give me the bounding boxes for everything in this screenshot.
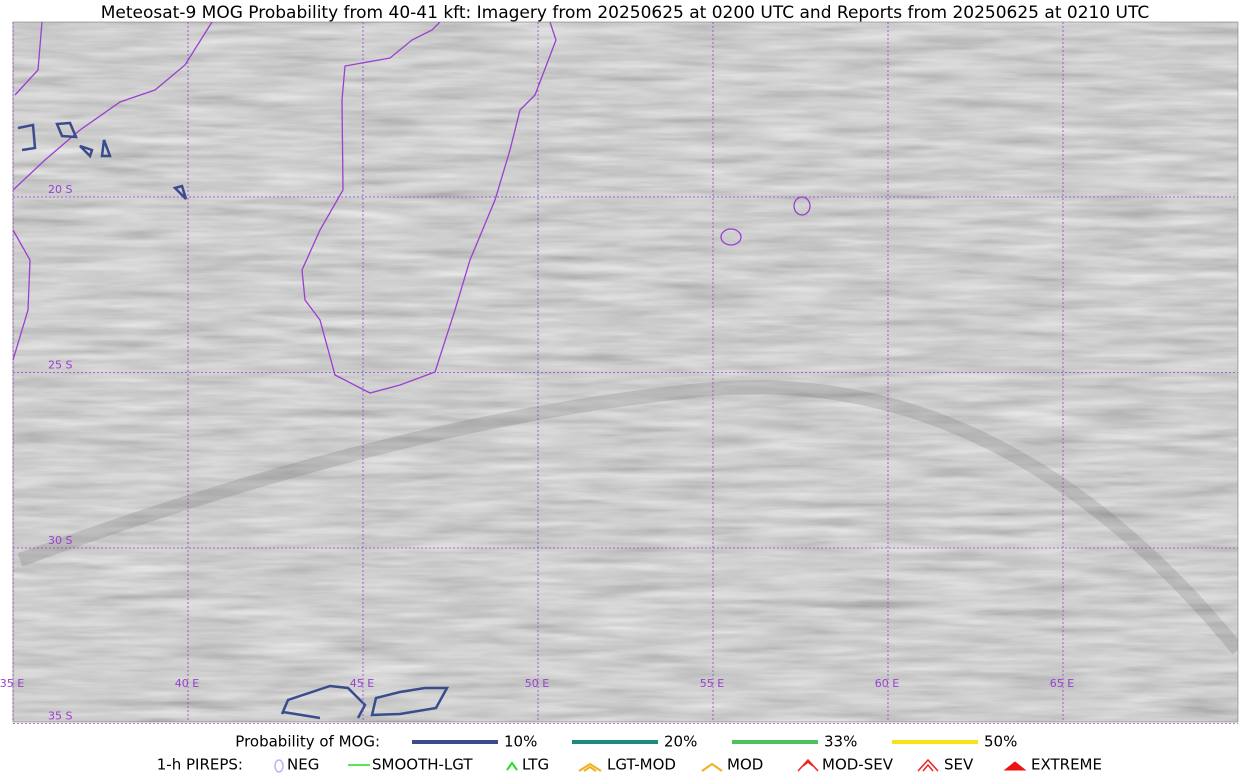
legend-label: SMOOTH-LGT bbox=[372, 756, 473, 774]
legend-label: MOD bbox=[727, 756, 763, 774]
lat-label: 20 S bbox=[48, 183, 72, 196]
lon-label: 65 E bbox=[1050, 677, 1074, 690]
lon-label: 55 E bbox=[700, 677, 724, 690]
mog-contour bbox=[280, 684, 367, 720]
legend-label: SEV bbox=[944, 756, 974, 774]
lon-label: 50 E bbox=[525, 677, 549, 690]
legend-symbol bbox=[274, 759, 284, 773]
mog-contour bbox=[100, 139, 112, 158]
coastline bbox=[14, 22, 43, 96]
legend-title: 1-h PIREPS: bbox=[157, 756, 243, 774]
legend-label: 10% bbox=[504, 733, 537, 751]
cloud-band bbox=[17, 380, 1238, 655]
island bbox=[720, 228, 742, 246]
legend-title: Probability of MOG: bbox=[235, 733, 380, 751]
legend-symbol bbox=[578, 762, 602, 772]
satellite-texture bbox=[13, 22, 1238, 722]
legend-label: LGT-MOD bbox=[607, 756, 676, 774]
lon-label: 35 E bbox=[0, 677, 24, 690]
coastline bbox=[301, 22, 557, 394]
legend-label: 20% bbox=[664, 733, 697, 751]
legend-label: 50% bbox=[984, 733, 1017, 751]
legend-label: EXTREME bbox=[1031, 756, 1102, 774]
mog-contour bbox=[370, 686, 450, 717]
legend-symbol bbox=[701, 762, 723, 772]
lon-label: 45 E bbox=[350, 677, 374, 690]
legend-symbol bbox=[917, 758, 939, 772]
lon-label: 60 E bbox=[875, 677, 899, 690]
legend-label: NEG bbox=[287, 756, 319, 774]
lat-label: 25 S bbox=[48, 359, 72, 372]
graticule: 35 E 40 E 45 E 50 E 55 E 60 E 65 E 20 S 25 S 30 S… bbox=[0, 22, 1238, 724]
lat-label: 30 S bbox=[48, 534, 72, 547]
legend-label: 33% bbox=[824, 733, 857, 751]
legend-label: LTG bbox=[522, 756, 549, 774]
mog-contour bbox=[172, 184, 188, 200]
map bbox=[13, 22, 1238, 722]
coastline bbox=[13, 22, 213, 191]
mog-contour bbox=[55, 121, 78, 139]
legend-symbol bbox=[1003, 761, 1027, 771]
coastline bbox=[13, 229, 31, 361]
legend-symbol bbox=[797, 758, 819, 772]
mog-contour bbox=[17, 123, 37, 152]
lon-label: 40 E bbox=[175, 677, 199, 690]
legend-symbol bbox=[506, 761, 518, 771]
legend-label: MOD-SEV bbox=[822, 756, 894, 774]
legend: Probability of MOG: 1-h PIREPS: 10% 20% 33… bbox=[157, 733, 1102, 774]
title: Meteosat-9 MOG Probability from 40-41 kf… bbox=[101, 3, 1150, 23]
mog-contour bbox=[79, 144, 94, 159]
lat-label: 35 S bbox=[48, 710, 72, 723]
